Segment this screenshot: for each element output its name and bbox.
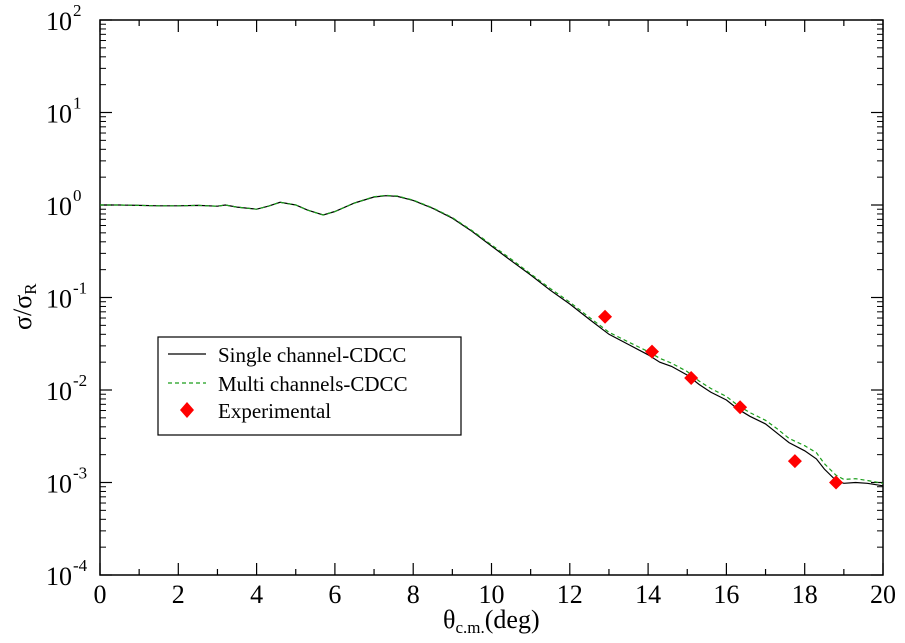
y-tick-exponent: 1 xyxy=(73,94,82,113)
x-tick-label: 16 xyxy=(713,580,739,609)
multi-channels-curve xyxy=(100,194,884,484)
legend: Single channel-CDCC Multi channels-CDCC … xyxy=(157,336,462,436)
y-tick-label: 10 xyxy=(46,470,72,499)
x-tick-label: 18 xyxy=(792,580,818,609)
y-tick-exponent: 2 xyxy=(73,1,82,20)
legend-label-single: Single channel-CDCC xyxy=(218,343,406,367)
y-tick-label: 10 xyxy=(46,562,72,591)
y-axis-label: σ/σR xyxy=(8,283,40,330)
x-tick-label: 0 xyxy=(94,580,107,609)
experimental-point xyxy=(829,475,844,490)
legend-label-multi: Multi channels-CDCC xyxy=(218,372,408,396)
x-tick-label: 8 xyxy=(407,580,420,609)
y-tick-exponent: -3 xyxy=(73,464,87,483)
experimental-points xyxy=(598,309,844,490)
experimental-point xyxy=(598,309,613,324)
y-tick-exponent: -4 xyxy=(73,556,88,575)
x-tick-label: 4 xyxy=(250,580,263,609)
x-tick-label: 20 xyxy=(870,580,896,609)
x-tick-label: 10 xyxy=(479,580,505,609)
y-tick-exponent: -2 xyxy=(73,371,87,390)
legend-box xyxy=(157,336,462,436)
axis-ticks xyxy=(99,19,884,576)
y-tick-label: 10 xyxy=(46,285,72,314)
y-tick-exponent: 0 xyxy=(73,186,82,205)
x-tick-label: 6 xyxy=(328,580,341,609)
y-tick-label: 10 xyxy=(46,100,72,129)
y-tick-exponent: -1 xyxy=(73,279,87,298)
x-tick-label: 14 xyxy=(635,580,661,609)
legend-swatch-experimental xyxy=(180,402,194,418)
experimental-point xyxy=(787,454,802,469)
curves xyxy=(100,194,884,487)
plot-frame xyxy=(99,19,884,576)
y-tick-label: 10 xyxy=(46,7,72,36)
experimental-point xyxy=(645,344,660,359)
y-tick-label: 10 xyxy=(46,377,72,406)
y-tick-label: 10 xyxy=(46,192,72,221)
experimental-point xyxy=(733,400,748,415)
x-tick-label: 12 xyxy=(557,580,583,609)
x-tick-labels: 0 2 4 6 8 10 12 14 16 18 20 xyxy=(94,580,897,609)
x-axis-label: θc.m.(deg) xyxy=(443,605,540,637)
x-tick-label: 2 xyxy=(172,580,185,609)
experimental-point xyxy=(684,370,699,385)
legend-label-experimental: Experimental xyxy=(218,399,331,423)
